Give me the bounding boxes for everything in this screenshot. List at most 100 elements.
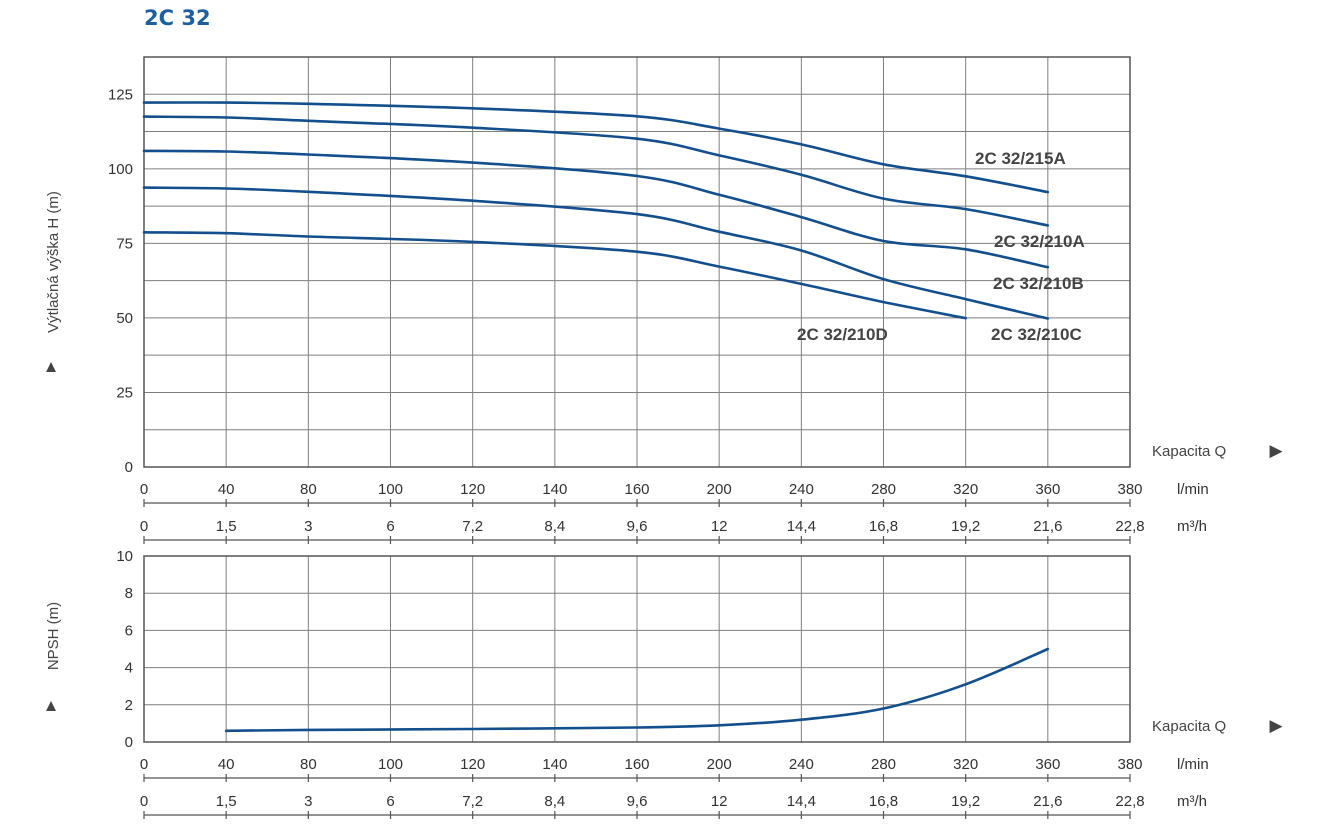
x-tick-label-lmin: 320 (953, 481, 978, 498)
npsh-y-axis-label: NPSH (m) (45, 602, 62, 670)
x-tick-label-m3h: 16,8 (869, 793, 898, 810)
x-tick-label-lmin: 160 (624, 756, 649, 773)
head-curves (142, 101, 1050, 320)
x-tick-label-lmin: 200 (707, 756, 732, 773)
x-tick-label-lmin: 40 (218, 756, 235, 773)
head-y-axis-label: Výtlačná výška H (m) (45, 191, 62, 333)
y-tick-label: 125 (108, 86, 133, 103)
x-unit-m3h: m³/h (1177, 518, 1207, 535)
x-tick-label-m3h: 21,6 (1033, 518, 1062, 535)
x-unit-m3h: m³/h (1177, 793, 1207, 810)
head-grid (144, 57, 1130, 467)
x-tick-label-m3h: 16,8 (869, 518, 898, 535)
x-tick-label-m3h: 12 (711, 793, 728, 810)
y-tick-label: 10 (116, 548, 133, 565)
x-tick-label-lmin: 140 (542, 756, 567, 773)
x-tick-label-lmin: 120 (460, 756, 485, 773)
x-tick-label-lmin: 360 (1035, 481, 1060, 498)
npsh-capacity-label: Kapacita Q (1152, 718, 1226, 735)
npsh-x-axis: 0 40 80 100 120 140 160 200 240 280 320 360 380 0 1,5 3… (140, 756, 1209, 819)
x-tick-label-lmin: 100 (378, 481, 403, 498)
npsh-chart: 0 2 4 6 8 10 NPSH (m) ▲ Kapacita Q ▶ 0 40 80 100… (43, 548, 1283, 819)
x-tick-label-m3h: 9,6 (627, 518, 648, 535)
curve-2c-32-215a (142, 101, 1050, 194)
npsh-curves (224, 647, 1050, 733)
x-tick-label-m3h: 14,4 (787, 518, 816, 535)
x-unit-lmin: l/min (1177, 481, 1209, 498)
series-label: 2C 32/210A (994, 232, 1085, 251)
x-tick-label-m3h: 1,5 (216, 793, 237, 810)
x-tick-label-lmin: 200 (707, 481, 732, 498)
npsh-plot-frame (143, 555, 1131, 743)
x-tick-label-lmin: 100 (378, 756, 403, 773)
x-tick-label-m3h: 22,8 (1115, 793, 1144, 810)
npsh-curve (224, 647, 1050, 733)
x-tick-label-lmin: 160 (624, 481, 649, 498)
npsh-y-axis-marker: ▲ (43, 696, 60, 715)
curve-2c-32-210c (142, 186, 1050, 320)
x-tick-label-lmin: 0 (140, 756, 148, 773)
series-label: 2C 32/210D (797, 325, 888, 344)
y-tick-label: 2 (125, 697, 133, 714)
y-tick-label: 100 (108, 161, 133, 178)
x-tick-label-m3h: 0 (140, 518, 148, 535)
y-tick-label: 8 (125, 585, 133, 602)
x-tick-label-lmin: 240 (789, 756, 814, 773)
x-tick-label-m3h: 6 (386, 793, 394, 810)
series-label: 2C 32/210B (993, 274, 1084, 293)
y-tick-label: 75 (116, 235, 133, 252)
x-tick-label-m3h: 6 (386, 518, 394, 535)
x-tick-label-lmin: 80 (300, 756, 317, 773)
head-series-labels: 2C 32/215A 2C 32/210A 2C 32/210B 2C 32/210C… (797, 149, 1085, 344)
x-tick-label-m3h: 9,6 (627, 793, 648, 810)
x-tick-label-m3h: 3 (304, 793, 312, 810)
x-tick-label-lmin: 380 (1117, 481, 1142, 498)
x-tick-label-lmin: 240 (789, 481, 814, 498)
head-capacity-marker: ▶ (1269, 441, 1283, 460)
head-x-axis: 0 40 80 100 120 140 160 200 240 280 320 360 380 0 1,5 3… (140, 481, 1209, 544)
x-tick-label-m3h: 8,4 (544, 518, 565, 535)
x-tick-label-lmin: 360 (1035, 756, 1060, 773)
x-tick-label-m3h: 8,4 (544, 793, 565, 810)
x-tick-label-m3h: 22,8 (1115, 518, 1144, 535)
x-tick-label-m3h: 14,4 (787, 793, 816, 810)
x-tick-label-m3h: 19,2 (951, 518, 980, 535)
x-tick-label-lmin: 40 (218, 481, 235, 498)
page-title: 2C 32 (144, 6, 211, 30)
x-tick-label-m3h: 7,2 (462, 793, 483, 810)
x-tick-label-m3h: 19,2 (951, 793, 980, 810)
y-tick-label: 0 (125, 734, 133, 751)
curve-2c-32-210a (142, 115, 1050, 227)
npsh-y-tick-labels: 0 2 4 6 8 10 (116, 548, 133, 751)
x-tick-label-lmin: 280 (871, 481, 896, 498)
x-tick-label-m3h: 3 (304, 518, 312, 535)
x-unit-lmin: l/min (1177, 756, 1209, 773)
y-tick-label: 25 (116, 384, 133, 401)
y-tick-label: 4 (125, 660, 133, 677)
x-tick-label-m3h: 1,5 (216, 518, 237, 535)
head-capacity-label: Kapacita Q (1152, 443, 1226, 460)
y-tick-label: 0 (125, 459, 133, 476)
curve-2c-32-210d (142, 231, 967, 320)
x-tick-label-lmin: 0 (140, 481, 148, 498)
npsh-capacity-marker: ▶ (1269, 716, 1283, 735)
head-y-tick-labels: 0 25 50 75 100 125 (108, 86, 133, 476)
x-tick-label-lmin: 140 (542, 481, 567, 498)
x-tick-label-m3h: 0 (140, 793, 148, 810)
x-tick-label-lmin: 80 (300, 481, 317, 498)
x-tick-label-m3h: 7,2 (462, 518, 483, 535)
x-tick-label-lmin: 120 (460, 481, 485, 498)
x-tick-label-m3h: 12 (711, 518, 728, 535)
series-label: 2C 32/215A (975, 149, 1066, 168)
head-plot-frame (143, 56, 1131, 468)
y-tick-label: 50 (116, 310, 133, 327)
curve-2c-32-210b (142, 149, 1050, 269)
x-tick-label-lmin: 380 (1117, 756, 1142, 773)
x-tick-label-lmin: 320 (953, 756, 978, 773)
npsh-grid (144, 556, 1130, 742)
x-tick-label-lmin: 280 (871, 756, 896, 773)
series-label: 2C 32/210C (991, 325, 1082, 344)
